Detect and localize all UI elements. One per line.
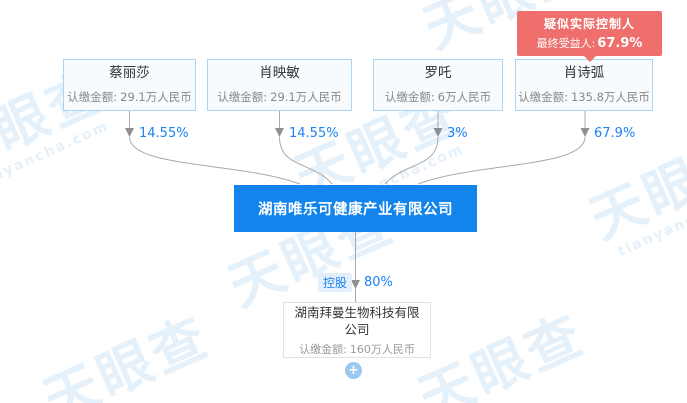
amount-label: 认缴金额: <box>518 89 568 104</box>
amount-value: 135.8万人民币 <box>570 89 650 104</box>
plus-icon: + <box>348 363 359 378</box>
amount-value: 29.1万人民币 <box>270 89 342 104</box>
badge-beneficiary: 最终受益人: 67.9% <box>517 35 662 51</box>
shareholder-name: 肖映敏 <box>259 65 300 82</box>
company-node[interactable]: 湖南唯乐可健康产业有限公司 <box>234 185 477 232</box>
shareholder-node[interactable]: 肖诗弧 认缴金额: 135.8万人民币 <box>515 59 653 111</box>
arrow-down-icon <box>580 128 590 137</box>
shareholder-name: 蔡丽莎 <box>109 65 150 82</box>
amount-label: 认缴金额: <box>299 342 347 356</box>
amount-value: 29.1万人民币 <box>120 89 192 104</box>
amount-label: 认缴金额: <box>217 89 268 104</box>
amount-label: 认缴金额: <box>384 89 435 104</box>
arrow-down-icon <box>125 128 134 137</box>
subsidiary-node[interactable]: 湖南拜曼生物科技有限公司 认缴金额: 160万人民币 <box>283 302 431 358</box>
shareholder-amount: 认缴金额: 6万人民币 <box>385 89 491 105</box>
shareholder-name: 罗吒 <box>424 65 452 82</box>
holding-percent: 80% <box>364 275 393 290</box>
relation-tag: 控股 <box>318 273 353 292</box>
shareholder-amount: 认缴金额: 135.8万人民币 <box>518 89 650 105</box>
shareholder-amount: 认缴金额: 29.1万人民币 <box>217 89 341 105</box>
subsidiary-amount: 认缴金额: 160万人民币 <box>299 341 415 357</box>
amount-value: 6万人民币 <box>437 89 492 104</box>
amount-label: 认缴金额: <box>67 89 118 104</box>
amount-value: 160万人民币 <box>349 342 415 356</box>
ownership-percent: 67.9% <box>594 126 636 141</box>
arrow-down-icon <box>275 128 284 137</box>
shareholder-amount: 认缴金额: 29.1万人民币 <box>67 89 191 105</box>
shareholder-node[interactable]: 蔡丽莎 认缴金额: 29.1万人民币 <box>63 59 196 111</box>
ownership-percent: 14.55% <box>139 126 189 141</box>
shareholder-name: 肖诗弧 <box>563 65 605 82</box>
shareholder-node[interactable]: 罗吒 认缴金额: 6万人民币 <box>373 59 503 111</box>
shareholder-node[interactable]: 肖映敏 认缴金额: 29.1万人民币 <box>207 59 352 111</box>
badge-pointer-icon <box>583 56 596 62</box>
arrow-down-icon <box>433 128 443 137</box>
beneficiary-value: 67.9% <box>597 36 643 51</box>
expand-button[interactable]: + <box>345 362 362 379</box>
arrow-down-icon <box>351 280 360 289</box>
beneficiary-label: 最终受益人: <box>536 37 596 50</box>
ownership-percent: 3% <box>447 126 468 141</box>
subsidiary-name: 湖南拜曼生物科技有限公司 <box>294 304 420 338</box>
badge-title: 疑似实际控制人 <box>543 17 635 31</box>
ownership-percent: 14.55% <box>289 126 339 141</box>
actual-controller-badge[interactable]: 疑似实际控制人 最终受益人: 67.9% <box>517 11 662 62</box>
